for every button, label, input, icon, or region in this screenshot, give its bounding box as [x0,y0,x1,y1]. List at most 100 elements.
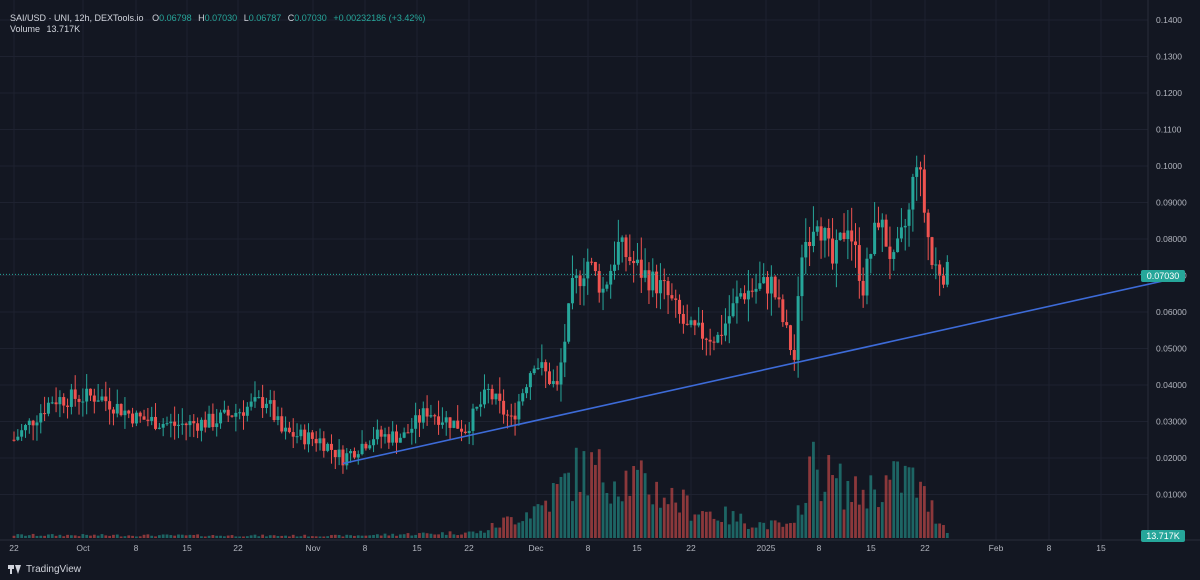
volume-bar [720,521,724,538]
volume-bar [762,522,766,538]
volume-bar [639,460,643,538]
volume-bar [544,500,548,538]
volume-bar [261,534,265,538]
candle-body [609,270,613,285]
tradingview-brand-label: TradingView [26,564,82,575]
candle-body [318,438,322,444]
volume-bar [318,536,322,538]
volume-bar [222,536,226,538]
volume-bar [559,476,563,538]
volume-bar [108,535,112,538]
candle-body [341,449,345,466]
candle-body [138,412,142,417]
volume-bar [368,535,372,538]
volume-bar [846,480,850,538]
candle-body [414,415,418,429]
candle-body [521,393,525,402]
time-axis-label: 15 [866,543,876,553]
candle-body [777,297,781,300]
candle-body [104,396,108,402]
candle-body [899,227,903,239]
candle-body [876,222,880,228]
candle-body [567,303,571,342]
candle-body [727,316,731,324]
volume-bar [571,501,574,538]
volume-bar [372,534,375,538]
candle-body [865,258,869,296]
volume-bar [896,461,899,538]
volume-label[interactable]: Volume [10,24,41,34]
volume-bar [475,533,479,538]
footer-bar: TradingView [0,558,1200,580]
candle-body [157,427,161,429]
candle-body [701,322,704,339]
candle-body [746,290,750,300]
candle-body [536,367,540,369]
time-axis-label: 22 [233,543,243,553]
candle-body [35,422,39,426]
candle-body [685,323,689,325]
volume-bar [460,534,463,538]
volume-bar [605,492,609,538]
volume-bar [934,523,938,538]
volume-bar [123,536,127,538]
candle-body [379,429,383,437]
time-axis-label: Dec [528,543,544,553]
candle-body [199,419,203,431]
volume-bar [594,464,597,538]
volume-bar [112,534,115,538]
volume-bar [865,508,869,538]
candle-body [846,230,850,240]
candle-body [46,402,50,414]
volume-bar [39,535,43,538]
candle-body [58,397,62,405]
price-axis-label: 0.06000 [1156,307,1187,317]
volume-bar [651,504,655,538]
volume-bar [375,534,379,538]
volume-bar [414,534,418,538]
candle-body [758,283,762,289]
volume-bar [12,535,16,538]
candle-body [89,388,92,396]
time-axis-label: 8 [134,543,139,553]
volume-bar [333,534,337,538]
volume-bar [142,534,146,538]
volume-bar [154,536,157,538]
candle-body [555,381,559,385]
symbol-label[interactable]: SAI/USD · UNI, 12h, DEXTools.io [10,13,144,23]
tradingview-logo[interactable]: TradingView [8,564,81,575]
candle-body [460,428,464,432]
volume-bar [177,534,180,538]
price-chart[interactable]: 0.1400 0.1300 0.1200 0.1100 0.1000 0.09000 0.0… [0,0,1200,558]
candle-body [919,167,923,170]
volume-bar [670,487,674,538]
candle-body [92,395,96,402]
volume-bar [330,535,333,538]
volume-bar [812,441,815,538]
candle-body [662,280,666,282]
volume-bar [341,536,345,538]
candle-body [360,443,364,455]
volume-bar [754,527,758,538]
volume-bar [490,522,494,538]
candle-body [819,226,823,241]
candle-body [242,412,245,416]
volume-bar [815,469,819,538]
candle-body [479,404,483,407]
candle-body [253,397,257,402]
price-axis-label: 0.05000 [1156,344,1187,354]
price-axis-label: 0.1000 [1156,161,1182,171]
volume-bar [551,483,555,538]
price-axis-label: 0.1100 [1156,125,1182,135]
volume-bar [448,531,452,538]
candle-body [834,240,838,264]
candle-body [192,421,196,424]
candle-body [322,438,326,451]
volume-bar [494,527,498,538]
volume-bar [502,517,505,538]
volume-bar [180,534,184,538]
candle-body [176,424,180,426]
candle-body [425,408,429,417]
volume-bar [50,534,54,538]
